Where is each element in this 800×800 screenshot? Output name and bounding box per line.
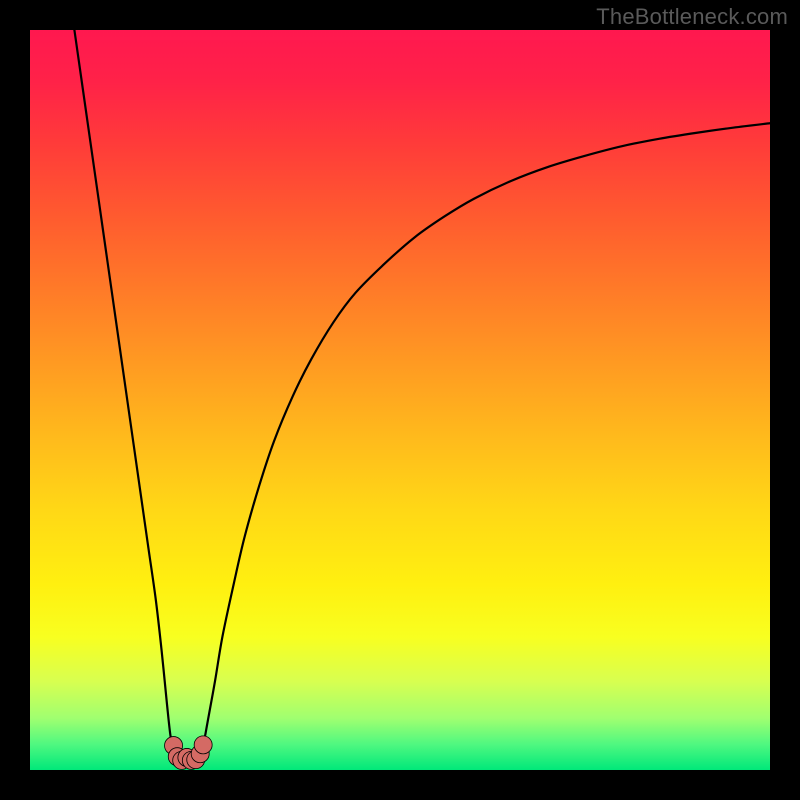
watermark-label: TheBottleneck.com bbox=[596, 4, 788, 30]
curve-marker bbox=[194, 736, 212, 754]
chart-background bbox=[30, 30, 770, 770]
bottleneck-chart bbox=[0, 0, 800, 800]
chart-container: TheBottleneck.com bbox=[0, 0, 800, 800]
